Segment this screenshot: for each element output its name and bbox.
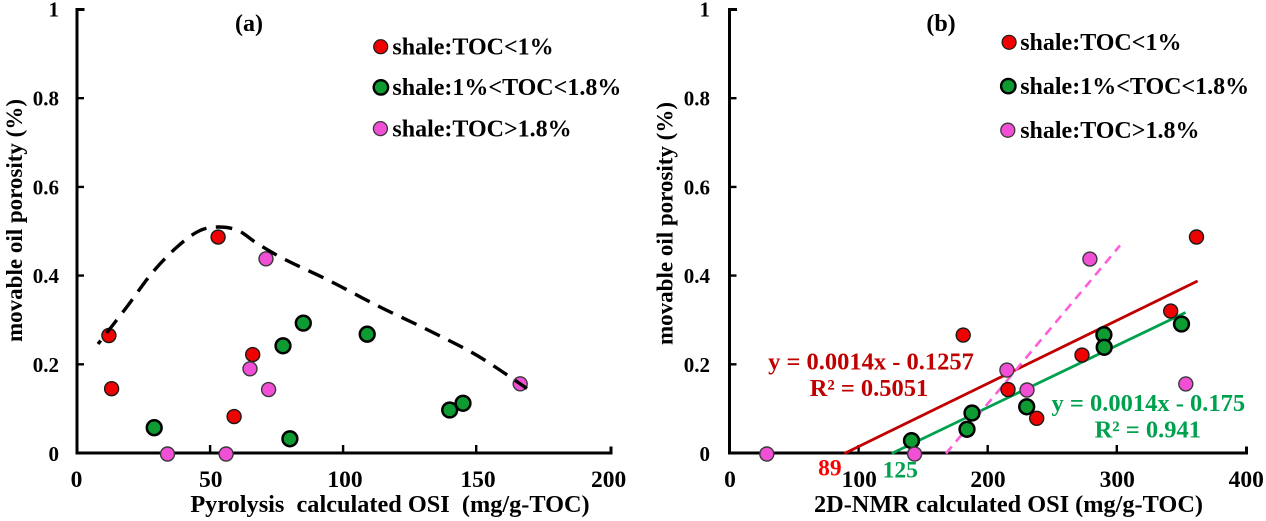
- svg-text:shale:TOC<1%: shale:TOC<1%: [1020, 30, 1181, 56]
- svg-text:0.4: 0.4: [33, 264, 60, 288]
- svg-text:movable oil porosity (%): movable oil porosity (%): [2, 99, 27, 342]
- svg-text:100: 100: [327, 467, 362, 493]
- svg-text:0.8: 0.8: [684, 87, 710, 111]
- svg-text:y = 0.0014x - 0.175: y = 0.0014x - 0.175: [1051, 390, 1245, 417]
- svg-text:shale:TOC>1.8%: shale:TOC>1.8%: [1020, 118, 1199, 144]
- svg-text:125: 125: [883, 458, 918, 484]
- svg-text:200: 200: [591, 467, 626, 493]
- svg-text:0.4: 0.4: [684, 264, 711, 288]
- svg-text:2D-NMR calculated OSI (mg/g-TO: 2D-NMR calculated OSI (mg/g-TOC): [814, 491, 1203, 518]
- svg-text:0.6: 0.6: [684, 175, 710, 199]
- svg-text:0: 0: [724, 467, 736, 493]
- svg-text:R² = 0.5051: R² = 0.5051: [810, 375, 929, 402]
- svg-text:1: 1: [700, 0, 711, 22]
- svg-text:shale:1%<TOC<1.8%: shale:1%<TOC<1.8%: [392, 75, 621, 101]
- svg-text:50: 50: [199, 467, 223, 493]
- svg-text:y = 0.0014x - 0.1257: y = 0.0014x - 0.1257: [768, 349, 974, 376]
- svg-text:150: 150: [460, 467, 495, 493]
- svg-text:(b): (b): [926, 11, 955, 37]
- svg-text:0.6: 0.6: [33, 175, 59, 199]
- svg-text:0.2: 0.2: [684, 353, 710, 377]
- svg-text:0: 0: [700, 442, 711, 466]
- svg-text:0: 0: [49, 442, 60, 466]
- svg-text:0.8: 0.8: [33, 87, 59, 111]
- svg-text:R² = 0.941: R² = 0.941: [1095, 416, 1201, 443]
- svg-text:shale:TOC<1%: shale:TOC<1%: [392, 35, 553, 61]
- svg-text:Pyrolysis calculated OSI (mg: Pyrolysis calculated OSI (mg/g-TOC): [190, 491, 589, 518]
- svg-text:100: 100: [842, 467, 877, 493]
- svg-text:300: 300: [1100, 467, 1135, 493]
- svg-text:89: 89: [818, 455, 842, 481]
- svg-text:shale:1%<TOC<1.8%: shale:1%<TOC<1.8%: [1020, 74, 1249, 100]
- svg-text:400: 400: [1229, 467, 1264, 493]
- svg-text:(a): (a): [235, 11, 263, 37]
- svg-text:1: 1: [49, 0, 60, 22]
- svg-text:shale:TOC>1.8%: shale:TOC>1.8%: [392, 116, 571, 142]
- svg-text:movable oil porosity (%): movable oil porosity (%): [653, 102, 678, 345]
- svg-text:200: 200: [970, 467, 1005, 493]
- svg-text:0: 0: [71, 467, 83, 493]
- svg-text:0.2: 0.2: [33, 353, 59, 377]
